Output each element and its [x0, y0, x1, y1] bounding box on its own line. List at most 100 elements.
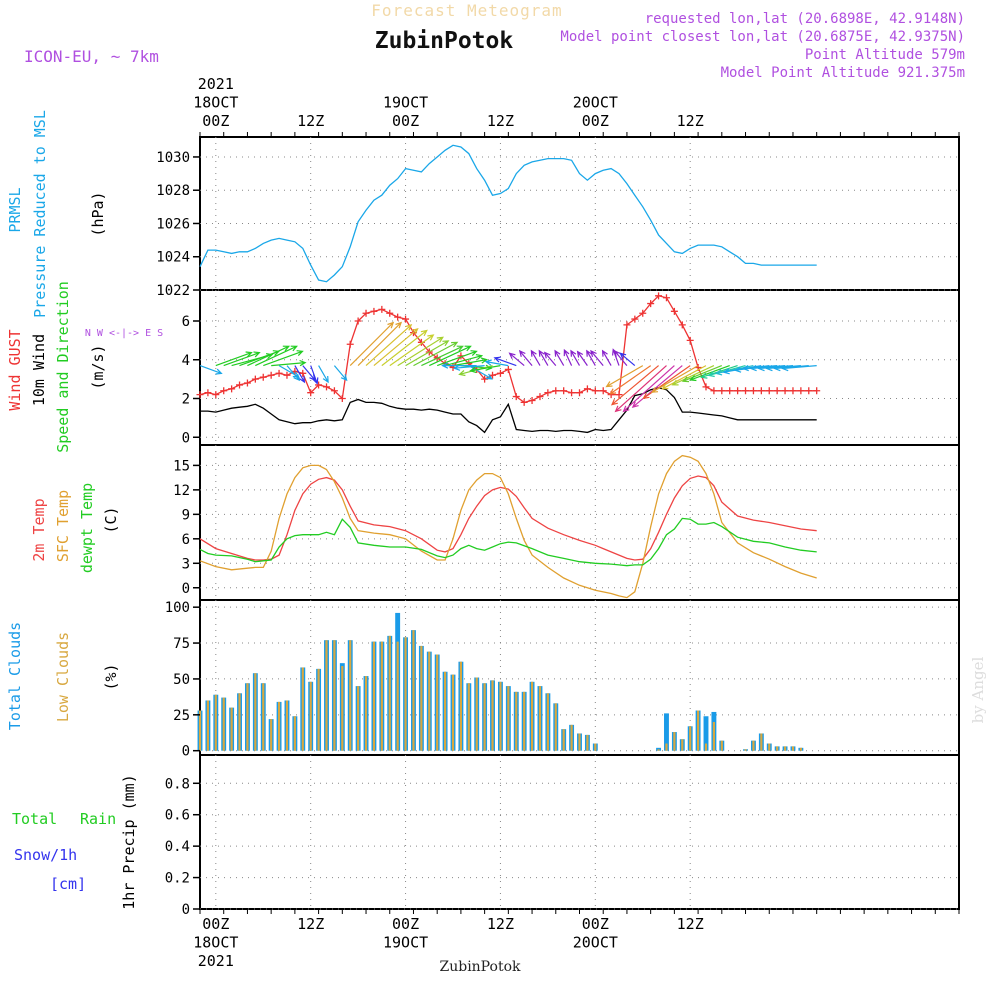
precip-unit: 1hr Precip (mm): [120, 774, 138, 909]
gust-marker: [228, 385, 236, 393]
pressure-label-prmsl: PRMSL: [6, 187, 24, 232]
low-clouds-bar: [570, 724, 573, 751]
low-clouds-bar: [475, 677, 478, 751]
gust-marker: [386, 309, 394, 317]
wind-arrow: [619, 352, 636, 367]
gust-marker: [204, 389, 212, 397]
wind-arrow: [773, 364, 809, 372]
gust-marker: [623, 321, 631, 329]
wind-ytick-label: 6: [182, 314, 190, 330]
gust-marker: [520, 398, 528, 406]
gust-marker: [797, 387, 805, 395]
top-time-label: 00Z: [202, 112, 229, 130]
low-clouds-bar: [657, 749, 660, 751]
gust-marker: [655, 292, 663, 300]
low-clouds-bar: [586, 734, 589, 751]
gust-marker: [528, 396, 536, 404]
precip-label-total: Total: [12, 810, 57, 828]
low-clouds-bar: [262, 683, 265, 751]
low-clouds-bar: [712, 721, 715, 751]
wind-arrow: [452, 364, 485, 371]
low-clouds-bar: [214, 694, 217, 751]
low-clouds-bar: [554, 703, 557, 751]
wind-arrow: [570, 349, 581, 366]
wind-label-10m: 10m Wind: [30, 334, 48, 406]
gridlines: [200, 137, 959, 910]
low-clouds-bar: [285, 700, 289, 751]
low-clouds-bar: [499, 681, 502, 751]
gust-marker: [702, 383, 710, 391]
gust-marker: [718, 387, 726, 395]
gust-marker: [591, 387, 599, 395]
low-clouds-bar: [198, 710, 202, 751]
low-clouds-bar: [689, 726, 692, 751]
wind-arrow: [389, 334, 435, 367]
wind-arrow: [255, 345, 298, 367]
gust-marker: [647, 300, 655, 308]
low-clouds-bar: [277, 701, 281, 751]
precip-ytick-label: 0.6: [165, 808, 190, 824]
gust-marker: [236, 381, 244, 389]
wind-ytick-label: 4: [182, 353, 190, 369]
clouds-panel-frame: [199, 599, 960, 756]
gust-marker: [346, 340, 354, 348]
wind-arrow: [199, 365, 223, 375]
wind-arrow: [563, 348, 573, 366]
wind-arrow: [538, 349, 549, 366]
wind-arrow: [610, 365, 659, 406]
point-altitude: Point Altitude 579m: [805, 47, 965, 63]
wind-arrow: [421, 345, 464, 367]
wind-arrow: [349, 321, 395, 367]
gust-marker: [662, 294, 670, 302]
wind-arrow: [642, 365, 691, 400]
wind-arrow: [543, 351, 557, 366]
wind-arrow: [429, 345, 472, 367]
temp-unit: (C): [102, 506, 120, 533]
clouds-ytick-label: 25: [173, 708, 190, 724]
temperature-ytick-label: 9: [182, 507, 190, 523]
precip-label-cm: [cm]: [50, 875, 86, 893]
low-clouds-bar: [333, 640, 336, 751]
low-clouds-bar: [594, 743, 597, 751]
precip-label-snow: Snow/1h: [14, 846, 77, 864]
bottom-time-label: 20OCT: [573, 934, 618, 952]
text-layer: Forecast Meteogram ZubinPotok ICON-EU, ~…: [6, 1, 987, 975]
pressure-panel-frame: [199, 136, 960, 291]
wind-line-10m-wind: [200, 387, 817, 434]
wind-arrow: [452, 357, 489, 367]
low-clouds-bar: [372, 641, 376, 751]
bottom-time-label: 00Z: [582, 915, 609, 933]
top-time-label: 12Z: [487, 112, 514, 130]
gust-marker: [267, 371, 275, 379]
wind-arrow: [650, 365, 699, 393]
gust-marker: [504, 365, 512, 373]
temperature-line-2m-temp: [199, 475, 817, 561]
gust-marker: [583, 385, 591, 393]
gust-marker: [552, 387, 560, 395]
pressure-line-prmsl: [199, 144, 817, 283]
low-clouds-bar: [752, 740, 755, 751]
top-time-label: 12Z: [677, 112, 704, 130]
wind-arrow: [601, 349, 612, 366]
wind-arrow: [518, 349, 533, 366]
pressure-label-msl: Pressure Reduced to MSL: [31, 110, 49, 318]
low-clouds-bar: [799, 747, 802, 751]
low-clouds-bar: [349, 640, 352, 751]
temperature-ytick-label: 3: [182, 556, 190, 572]
temperature-ytick-label: 15: [173, 458, 190, 474]
gust-marker: [212, 391, 220, 399]
temperature-ytick-label: 0: [182, 581, 190, 597]
gust-marker: [536, 393, 544, 401]
gust-marker: [544, 389, 552, 397]
low-clouds-bar: [293, 716, 296, 751]
low-clouds-bar: [309, 681, 312, 751]
total-clouds-bar: [664, 713, 669, 751]
clouds-ytick-label: 100: [165, 600, 190, 616]
wind-arrow: [605, 365, 644, 388]
gust-marker: [678, 321, 686, 329]
clouds-ytick-label: 75: [173, 636, 190, 652]
wind-arrow: [622, 365, 675, 413]
wind-line-wind-gust: [199, 295, 817, 404]
top-time-label: 18OCT: [193, 94, 238, 112]
bottom-time-label: 18OCT: [193, 934, 238, 952]
